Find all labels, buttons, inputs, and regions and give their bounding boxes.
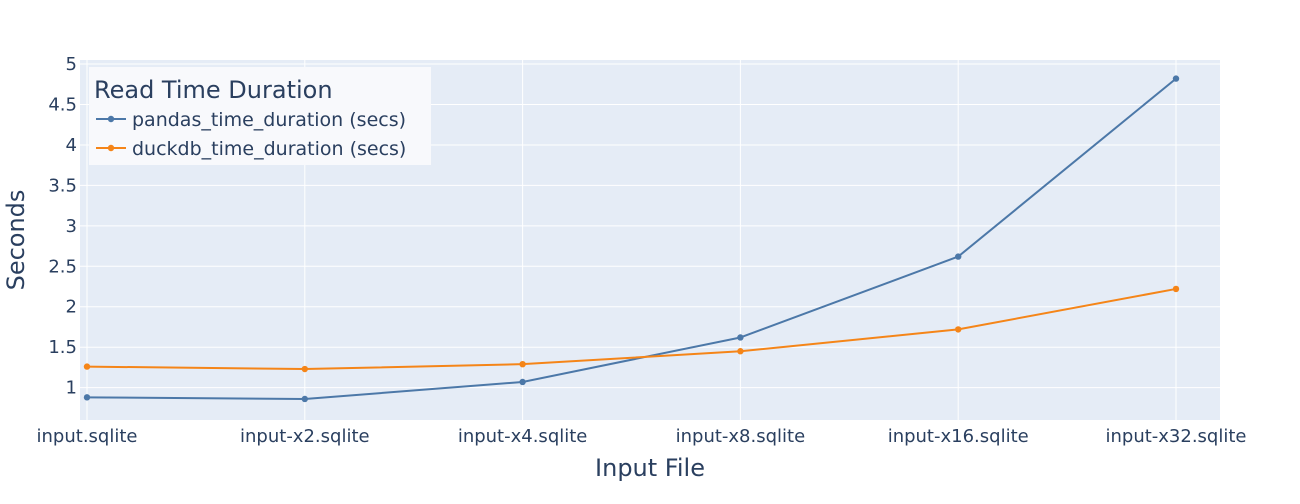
y-tick-label: 3.5	[48, 175, 77, 196]
data-point[interactable]	[737, 334, 744, 341]
data-point[interactable]	[519, 378, 526, 386]
x-tick-label: input.sqlite	[37, 426, 138, 447]
y-tick-label: 4.5	[48, 94, 77, 115]
legend-swatch-marker	[107, 115, 115, 123]
y-tick-label: 5	[66, 54, 77, 75]
legend-label: duckdb_time_duration (secs)	[132, 138, 406, 160]
legend-item-pandas[interactable]: pandas_time_duration (secs)	[96, 109, 406, 131]
series-pandas	[83, 75, 1180, 403]
x-tick-label: input-x16.sqlite	[888, 426, 1029, 447]
data-point[interactable]	[519, 360, 526, 368]
x-tick-label: input-x2.sqlite	[240, 426, 370, 447]
series-duckdb	[83, 285, 1180, 373]
legend-swatch-marker	[107, 144, 115, 152]
x-axis-ticks: input.sqlite input-x2.sqlite input-x4.sqli…	[37, 426, 1247, 447]
data-point[interactable]	[83, 394, 91, 401]
legend-background	[89, 67, 431, 165]
y-axis-title: Seconds	[2, 190, 30, 291]
x-tick-label: input-x8.sqlite	[676, 426, 806, 447]
y-tick-label: 3	[66, 216, 77, 237]
legend[interactable]: Read Time Duration pandas_time_duration …	[89, 67, 431, 165]
legend-title: Read Time Duration	[94, 76, 333, 104]
data-point[interactable]	[955, 253, 962, 260]
data-point[interactable]	[1172, 285, 1180, 293]
x-tick-label: input-x4.sqlite	[458, 426, 588, 447]
y-axis-ticks: 1 1.5 2 2.5 3 3.5 4 4.5 5	[48, 54, 77, 399]
y-tick-label: 1.5	[48, 337, 77, 358]
data-point[interactable]	[1172, 75, 1180, 82]
y-tick-label: 2	[66, 297, 77, 318]
legend-label: pandas_time_duration (secs)	[132, 109, 406, 131]
series-lines	[83, 75, 1180, 403]
y-tick-label: 1	[66, 378, 77, 399]
data-point[interactable]	[301, 395, 308, 403]
x-tick-label: input-x32.sqlite	[1105, 426, 1246, 447]
legend-item-duckdb[interactable]: duckdb_time_duration (secs)	[96, 138, 406, 160]
data-point[interactable]	[737, 348, 744, 355]
data-point[interactable]	[83, 363, 91, 370]
y-tick-label: 4	[66, 135, 77, 156]
series-line	[86, 287, 1177, 371]
data-point[interactable]	[301, 365, 308, 373]
x-axis-title: Input File	[595, 454, 705, 482]
legend-items[interactable]: pandas_time_duration (secs) duckdb_time_d…	[96, 109, 406, 160]
y-tick-label: 2.5	[48, 256, 77, 277]
series-line	[86, 77, 1177, 400]
data-point[interactable]	[955, 326, 962, 333]
